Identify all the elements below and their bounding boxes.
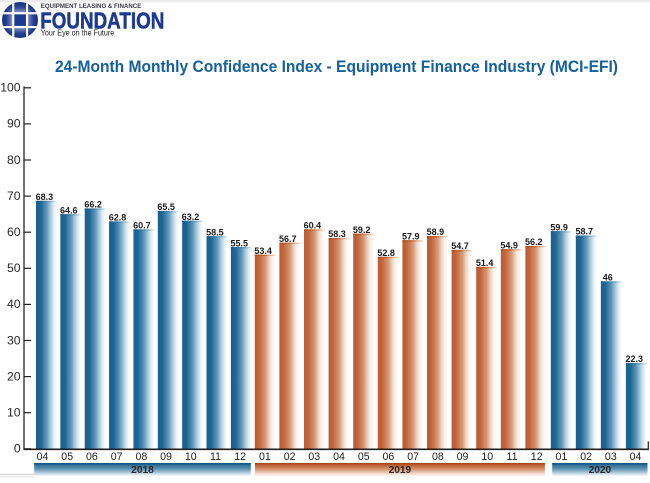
svg-text:FOUNDATION: FOUNDATION bbox=[40, 8, 164, 34]
svg-text:12: 12 bbox=[531, 451, 543, 463]
svg-text:40: 40 bbox=[7, 297, 21, 311]
svg-text:07: 07 bbox=[407, 451, 419, 463]
svg-text:12: 12 bbox=[234, 451, 246, 463]
svg-text:03: 03 bbox=[605, 451, 617, 463]
svg-text:64.6: 64.6 bbox=[60, 205, 78, 215]
svg-text:04: 04 bbox=[37, 451, 49, 463]
svg-text:52.8: 52.8 bbox=[377, 248, 395, 258]
svg-text:08: 08 bbox=[135, 451, 147, 463]
svg-text:60.7: 60.7 bbox=[133, 221, 151, 231]
svg-text:0: 0 bbox=[14, 442, 21, 456]
svg-text:2018: 2018 bbox=[131, 465, 154, 476]
svg-text:11: 11 bbox=[210, 451, 221, 463]
svg-text:66.2: 66.2 bbox=[84, 200, 102, 210]
svg-text:04: 04 bbox=[630, 451, 642, 463]
svg-text:53.4: 53.4 bbox=[254, 246, 272, 256]
svg-text:57.9: 57.9 bbox=[402, 231, 420, 241]
svg-text:54.9: 54.9 bbox=[500, 240, 518, 250]
svg-text:54.7: 54.7 bbox=[451, 241, 469, 251]
svg-text:22.3: 22.3 bbox=[626, 354, 644, 364]
svg-text:05: 05 bbox=[358, 451, 370, 463]
svg-text:100: 100 bbox=[0, 81, 21, 95]
svg-text:10: 10 bbox=[185, 451, 197, 463]
svg-text:68.3: 68.3 bbox=[36, 192, 54, 202]
svg-text:58.3: 58.3 bbox=[328, 229, 346, 239]
svg-text:2020: 2020 bbox=[589, 465, 612, 476]
svg-text:51.4: 51.4 bbox=[476, 258, 494, 268]
svg-text:56.2: 56.2 bbox=[525, 237, 543, 247]
svg-text:60: 60 bbox=[7, 225, 21, 239]
svg-text:02: 02 bbox=[284, 451, 296, 463]
svg-text:10: 10 bbox=[481, 451, 493, 463]
svg-text:11: 11 bbox=[506, 451, 517, 463]
svg-text:2019: 2019 bbox=[389, 465, 412, 476]
svg-text:59.2: 59.2 bbox=[353, 225, 371, 235]
svg-text:02: 02 bbox=[580, 451, 592, 463]
svg-text:55.5: 55.5 bbox=[231, 238, 249, 248]
svg-text:65.5: 65.5 bbox=[157, 202, 175, 212]
svg-text:06: 06 bbox=[86, 451, 98, 463]
svg-text:09: 09 bbox=[160, 451, 172, 463]
svg-text:10: 10 bbox=[7, 406, 21, 420]
svg-text:60.4: 60.4 bbox=[304, 221, 322, 231]
svg-text:56.7: 56.7 bbox=[279, 234, 297, 244]
svg-text:EQUIPMENT LEASING & FINANCE: EQUIPMENT LEASING & FINANCE bbox=[41, 3, 141, 10]
svg-text:58.5: 58.5 bbox=[206, 227, 224, 237]
svg-text:01: 01 bbox=[259, 451, 271, 463]
svg-text:01: 01 bbox=[556, 451, 568, 463]
svg-text:Your Eye on the Future: Your Eye on the Future bbox=[41, 28, 115, 38]
svg-text:09: 09 bbox=[457, 451, 469, 463]
svg-text:30: 30 bbox=[7, 333, 21, 347]
svg-text:63.2: 63.2 bbox=[182, 212, 200, 222]
svg-text:04: 04 bbox=[333, 451, 345, 463]
svg-text:03: 03 bbox=[308, 451, 320, 463]
svg-text:20: 20 bbox=[7, 369, 21, 383]
svg-text:24-Month Monthly Confidence In: 24-Month Monthly Confidence Index - Equi… bbox=[55, 57, 618, 76]
svg-text:46: 46 bbox=[603, 273, 613, 283]
svg-text:07: 07 bbox=[111, 451, 123, 463]
svg-text:05: 05 bbox=[61, 451, 73, 463]
svg-text:80: 80 bbox=[7, 153, 21, 167]
svg-text:59.9: 59.9 bbox=[550, 222, 568, 232]
svg-text:58.7: 58.7 bbox=[575, 227, 593, 237]
svg-text:50: 50 bbox=[7, 261, 21, 275]
svg-text:08: 08 bbox=[432, 451, 444, 463]
svg-text:62.8: 62.8 bbox=[109, 213, 127, 223]
svg-text:90: 90 bbox=[7, 117, 21, 131]
svg-text:70: 70 bbox=[7, 189, 21, 203]
svg-text:06: 06 bbox=[383, 451, 395, 463]
svg-text:58.9: 58.9 bbox=[427, 227, 445, 237]
